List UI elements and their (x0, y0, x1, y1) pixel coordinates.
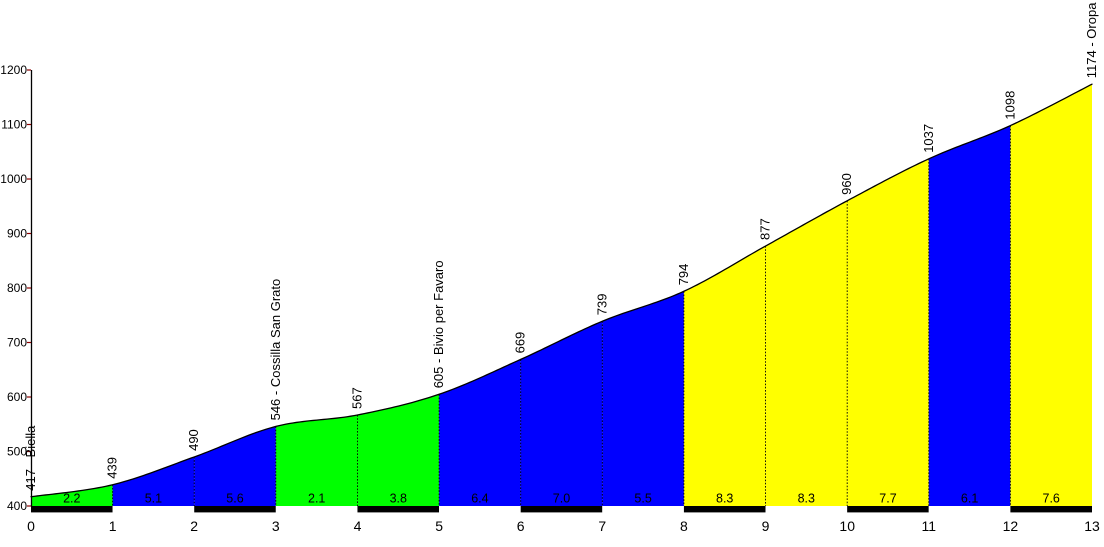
svg-text:546 - Cossilla San Grato: 546 - Cossilla San Grato (268, 279, 283, 421)
svg-text:700: 700 (7, 336, 27, 350)
svg-text:669: 669 (513, 332, 528, 354)
svg-text:8: 8 (680, 518, 688, 534)
svg-text:739: 739 (594, 293, 609, 315)
svg-text:2: 2 (190, 518, 198, 534)
svg-text:877: 877 (758, 218, 773, 240)
svg-text:3: 3 (272, 518, 280, 534)
svg-text:490: 490 (186, 429, 201, 451)
svg-text:794: 794 (676, 264, 691, 286)
svg-text:5.6: 5.6 (226, 492, 243, 506)
svg-text:800: 800 (7, 281, 27, 295)
svg-text:8.3: 8.3 (716, 492, 733, 506)
svg-text:960: 960 (839, 173, 854, 195)
svg-text:5: 5 (435, 518, 443, 534)
svg-text:6: 6 (517, 518, 525, 534)
svg-text:5.1: 5.1 (145, 492, 162, 506)
svg-text:7.6: 7.6 (1043, 492, 1060, 506)
svg-text:1037: 1037 (921, 124, 936, 153)
svg-text:1174 - Oropa: 1174 - Oropa (1084, 2, 1099, 78)
svg-text:567: 567 (350, 387, 365, 409)
svg-text:600: 600 (7, 390, 27, 404)
svg-text:900: 900 (7, 227, 27, 241)
svg-text:9: 9 (762, 518, 770, 534)
svg-text:3.8: 3.8 (390, 492, 407, 506)
svg-text:13: 13 (1084, 518, 1100, 534)
svg-text:7: 7 (598, 518, 606, 534)
svg-text:8.3: 8.3 (798, 492, 815, 506)
svg-text:1000: 1000 (0, 172, 27, 186)
svg-text:4: 4 (354, 518, 362, 534)
svg-text:1: 1 (109, 518, 117, 534)
svg-text:1100: 1100 (1, 118, 27, 132)
svg-text:7.0: 7.0 (553, 492, 570, 506)
svg-text:0: 0 (27, 518, 35, 534)
svg-text:6.4: 6.4 (471, 492, 488, 506)
svg-text:2.2: 2.2 (63, 492, 80, 506)
svg-text:2.1: 2.1 (308, 492, 325, 506)
svg-text:5.5: 5.5 (634, 492, 651, 506)
svg-text:417 - Biella: 417 - Biella (23, 425, 38, 491)
svg-text:400: 400 (7, 499, 27, 513)
svg-text:10: 10 (839, 518, 855, 534)
svg-text:12: 12 (1003, 518, 1019, 534)
svg-text:6.1: 6.1 (961, 492, 978, 506)
svg-text:605 - Bivio per Favaro: 605 - Bivio per Favaro (431, 260, 446, 388)
svg-text:1200: 1200 (0, 63, 27, 77)
svg-text:439: 439 (105, 457, 120, 479)
svg-text:11: 11 (922, 518, 937, 534)
svg-text:7.7: 7.7 (879, 492, 896, 506)
svg-text:1098: 1098 (1002, 91, 1017, 120)
